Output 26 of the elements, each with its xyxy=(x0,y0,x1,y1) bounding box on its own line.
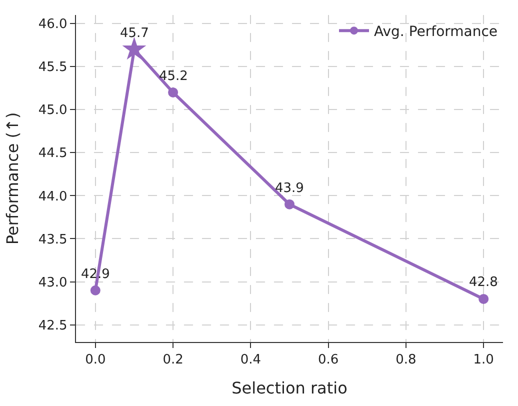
x-tick-label: 0.0 xyxy=(85,352,106,368)
point xyxy=(478,294,489,304)
x-tick-label: 0.4 xyxy=(240,352,262,368)
data-label: 45.7 xyxy=(120,26,149,41)
point xyxy=(122,36,146,60)
y-tick-label: 43.5 xyxy=(38,232,68,248)
point xyxy=(168,87,178,98)
y-axis-title: Performance (↑) xyxy=(3,112,22,245)
data-label: 42.8 xyxy=(469,275,498,290)
y-tick-label: 43.0 xyxy=(38,275,68,290)
y-tick-label: 44.5 xyxy=(38,146,68,162)
point xyxy=(90,285,100,296)
point xyxy=(284,199,294,210)
y-tick-label: 46.0 xyxy=(38,17,68,32)
data-label: 43.9 xyxy=(275,181,304,196)
x-tick-label: 0.8 xyxy=(396,352,416,368)
y-tick-label: 45.5 xyxy=(38,60,68,76)
x-tick-label: 1.0 xyxy=(473,352,494,368)
x-tick-label: 0.2 xyxy=(162,352,184,368)
y-tick-label: 42.5 xyxy=(38,318,68,334)
data-label: 45.2 xyxy=(159,69,188,84)
legend-label: Avg. Performance xyxy=(374,24,498,40)
y-tick-label: 45.0 xyxy=(38,103,68,118)
y-tick-label: 44.0 xyxy=(38,189,68,204)
x-tick-label: 0.6 xyxy=(318,352,339,368)
x-axis-title: Selection ratio xyxy=(232,378,348,398)
